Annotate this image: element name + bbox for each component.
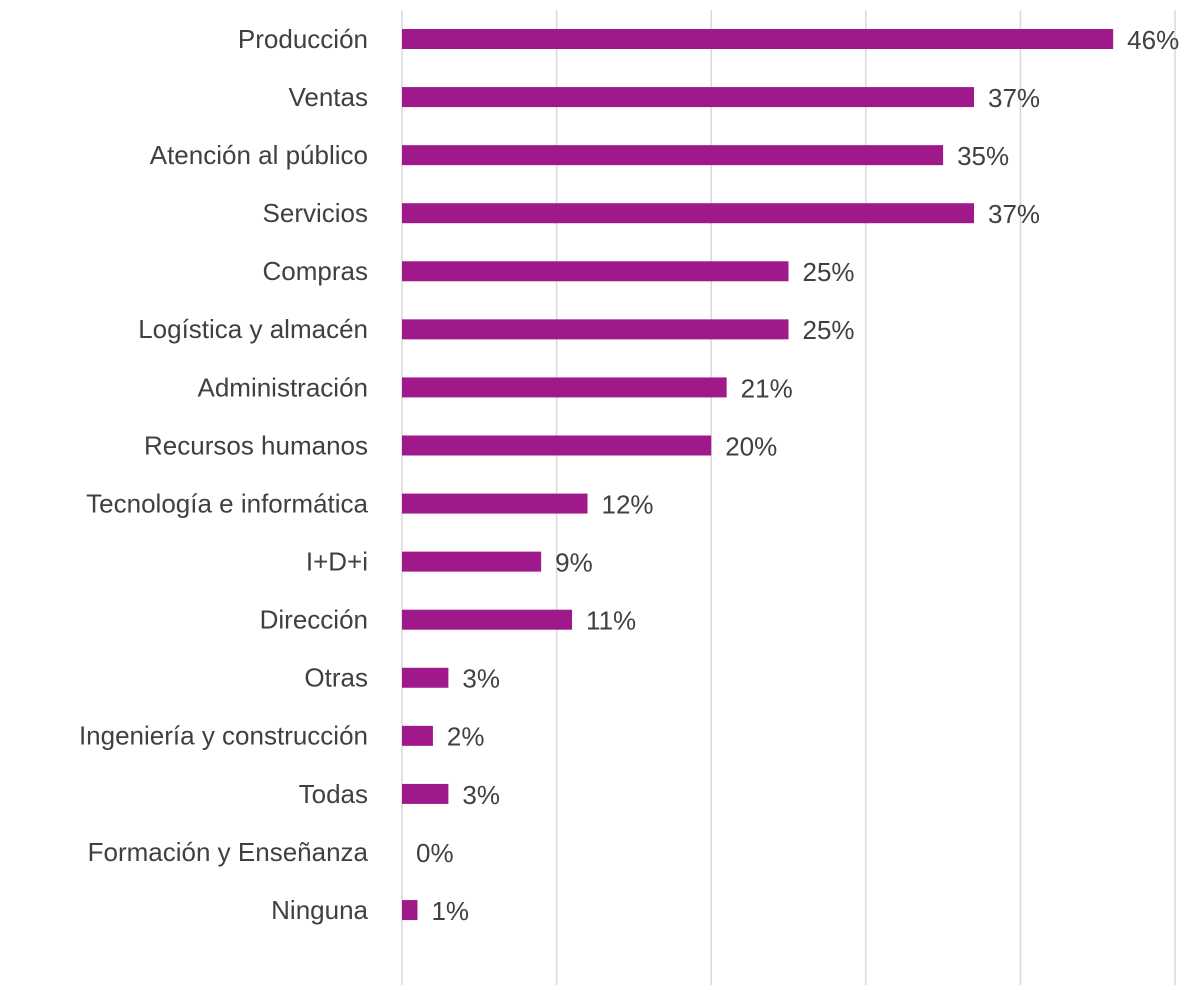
bar <box>402 435 712 456</box>
bar <box>402 725 433 746</box>
data-label: 1% <box>431 896 469 926</box>
bar <box>402 319 789 340</box>
category-label: Producción <box>238 24 368 54</box>
bar <box>402 203 975 224</box>
data-label: 46% <box>1127 25 1179 55</box>
bar <box>402 377 727 398</box>
category-label: Administración <box>197 372 368 402</box>
category-label: Tecnología e informática <box>86 488 368 518</box>
category-label: Compras <box>263 256 368 286</box>
data-label: 25% <box>803 315 855 345</box>
bar <box>402 551 542 572</box>
data-label: 35% <box>957 141 1009 171</box>
data-label: 11% <box>586 606 636 636</box>
category-label: Otras <box>304 663 368 693</box>
bar <box>402 900 418 921</box>
data-label: 21% <box>741 373 793 403</box>
data-label: 0% <box>416 838 454 868</box>
bar <box>402 783 449 804</box>
data-label: 2% <box>447 722 485 752</box>
category-label: Dirección <box>260 605 368 635</box>
bar <box>402 145 944 166</box>
category-label: Todas <box>299 779 368 809</box>
bar <box>402 261 789 282</box>
data-label: 3% <box>462 664 500 694</box>
data-label: 25% <box>803 257 855 287</box>
category-label: Atención al público <box>150 140 368 170</box>
data-label: 20% <box>725 431 777 461</box>
data-label: 3% <box>462 780 500 810</box>
category-label: Ventas <box>288 82 368 112</box>
category-label: Servicios <box>263 198 368 228</box>
bar <box>402 493 588 514</box>
data-label: 37% <box>988 199 1040 229</box>
category-label: Recursos humanos <box>144 430 368 460</box>
bar <box>402 667 449 688</box>
category-label: Ninguna <box>271 895 368 925</box>
data-label: 12% <box>602 489 654 519</box>
bar <box>402 87 975 108</box>
category-label: I+D+i <box>306 547 368 577</box>
bar <box>402 29 1114 49</box>
category-label: Formación y Enseñanza <box>88 837 369 867</box>
bar <box>402 609 573 630</box>
data-label: 9% <box>555 548 593 578</box>
category-label: Logística y almacén <box>138 314 368 344</box>
data-label: 37% <box>988 83 1040 113</box>
category-label: Ingeniería y construcción <box>79 721 368 751</box>
